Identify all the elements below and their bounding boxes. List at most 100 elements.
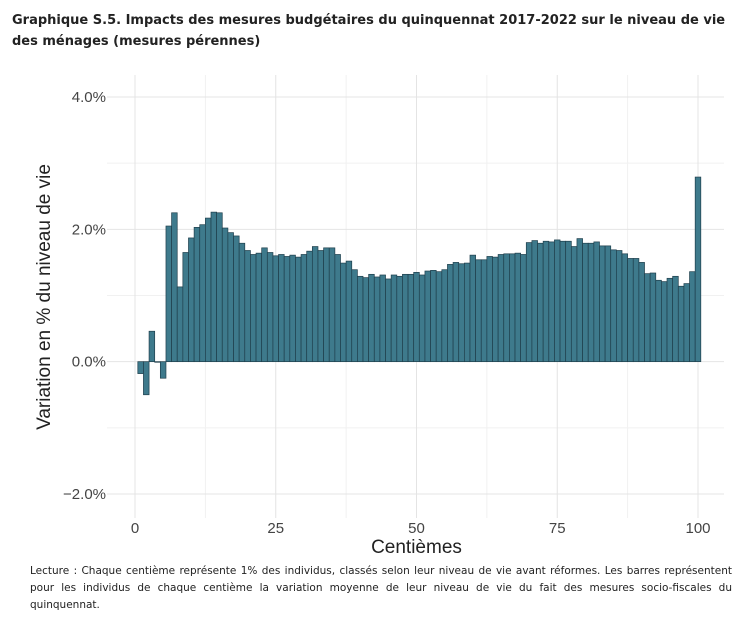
bar [159,361,167,379]
bar [424,270,431,363]
bar [148,330,156,363]
bar [548,241,555,363]
bar [644,273,651,363]
bar [582,242,589,363]
bar [317,250,324,363]
bar [295,256,302,363]
bar [469,254,476,363]
bar [570,246,578,363]
bar [497,254,505,363]
x-tick-label: 100 [685,520,710,537]
bar [199,224,206,363]
bar [452,262,460,363]
bar [362,277,369,363]
y-tick-label: 0.0% [72,354,106,371]
bar [475,259,482,363]
bar [537,242,544,363]
bar [418,274,426,363]
bar [368,273,375,363]
bar [278,254,285,363]
bar [480,259,488,363]
bar [283,256,291,363]
bar [176,286,184,363]
bar [255,252,263,363]
bars [137,176,702,396]
y-tick-label: 4.0% [72,89,106,106]
bar [492,256,499,363]
chart-title: Graphique S.5. Impacts des mesures budgé… [12,13,726,49]
bar [649,272,657,363]
bar [311,246,319,363]
bar [610,249,617,363]
bar [227,232,234,363]
bar [143,361,150,396]
bar [542,240,550,363]
bar [182,252,189,363]
bar [379,274,386,363]
bar [514,252,522,363]
bar [413,271,420,363]
bar [244,250,251,363]
bar [396,275,403,363]
x-axis-label: Centièmes [371,537,462,558]
bar [233,235,240,363]
reading-note: Lecture : Chaque centième représente 1% … [30,565,732,611]
bar [351,269,358,363]
x-tick-label: 50 [408,520,425,537]
bar [677,285,685,363]
bar [593,241,600,363]
bar [402,273,409,363]
bar [599,245,606,363]
bar [407,273,415,363]
bar [261,247,268,363]
bar [587,242,595,363]
bar [458,263,465,363]
bar [689,271,696,363]
bar [289,254,296,363]
bar [266,252,274,363]
bar [464,262,471,363]
bar [205,217,212,363]
x-tick-label: 75 [549,520,566,537]
y-tick-labels: −2.0% 0.0% 2.0% 4.0% [63,89,106,503]
bar [683,283,690,363]
bar [435,271,443,363]
bar [661,281,668,363]
y-tick-label: 2.0% [72,221,106,238]
bar [210,211,217,363]
bar [441,269,448,363]
bar [632,258,640,363]
bar [345,260,353,363]
bar [357,275,364,363]
bar [447,264,454,363]
bar [137,361,144,374]
bar [559,240,567,363]
bar [486,256,493,363]
bar-chart: −2.0% 0.0% 2.0% 4.0% 0 25 50 75 100 Centièmes V… [34,75,724,558]
bar [154,361,161,363]
y-axis-label: Variation en % du niveau de vie [34,164,55,430]
bar [616,250,623,363]
bar [193,227,201,363]
bar [520,254,527,363]
bar [509,253,516,363]
x-tick-label: 0 [131,520,139,537]
bar [238,242,246,363]
bar [565,240,572,363]
bar [621,253,628,363]
bar [165,225,172,363]
x-tick-labels: 0 25 50 75 100 [131,520,711,537]
bar [373,276,381,363]
bar [554,239,561,363]
bar [221,227,229,363]
bar [655,279,662,363]
bar [672,275,679,363]
bar [323,247,330,363]
bar [390,274,398,363]
bar [576,238,583,363]
bar [300,254,308,363]
bar [272,255,279,363]
bar [385,278,392,363]
bar [627,258,634,363]
bar [525,242,533,363]
